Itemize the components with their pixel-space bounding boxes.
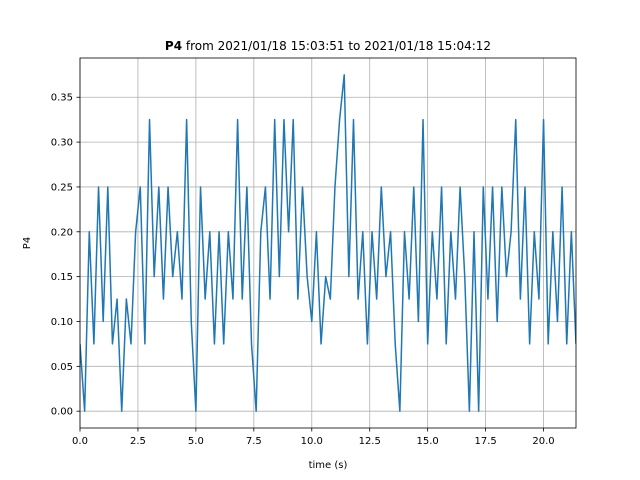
title-text: from 2021/01/18 15:03:51 to 2021/01/18 1… (186, 39, 491, 53)
x-tick-label: 15.0 (417, 436, 439, 447)
title-name: P4 (165, 39, 182, 53)
x-tick-label: 12.5 (359, 436, 381, 447)
y-tick-label: 0.30 (51, 138, 73, 149)
y-tick-label: 0.10 (51, 317, 73, 328)
y-axis-label: P4 (22, 237, 33, 249)
x-axis-label: time (s) (309, 460, 348, 471)
plot-frame (79, 57, 577, 429)
x-tick-label: 7.5 (246, 436, 262, 447)
x-tick-label: 20.0 (532, 436, 554, 447)
x-tick-label: 5.0 (188, 436, 204, 447)
x-tick-label: 10.0 (301, 436, 323, 447)
x-tick-label: 17.5 (474, 436, 496, 447)
y-tick-label: 0.05 (51, 362, 73, 373)
y-tick-label: 0.00 (51, 407, 73, 418)
x-tick-label: 2.5 (130, 436, 146, 447)
y-tick-label: 0.20 (51, 227, 73, 238)
y-tick-label: 0.25 (51, 182, 73, 193)
chart-title: P4 from 2021/01/18 15:03:51 to 2021/01/1… (165, 39, 491, 53)
data-line (80, 74, 576, 412)
y-tick-label: 0.15 (51, 272, 73, 283)
x-tick-label: 0.0 (72, 436, 88, 447)
y-tick-label: 0.35 (51, 93, 73, 104)
